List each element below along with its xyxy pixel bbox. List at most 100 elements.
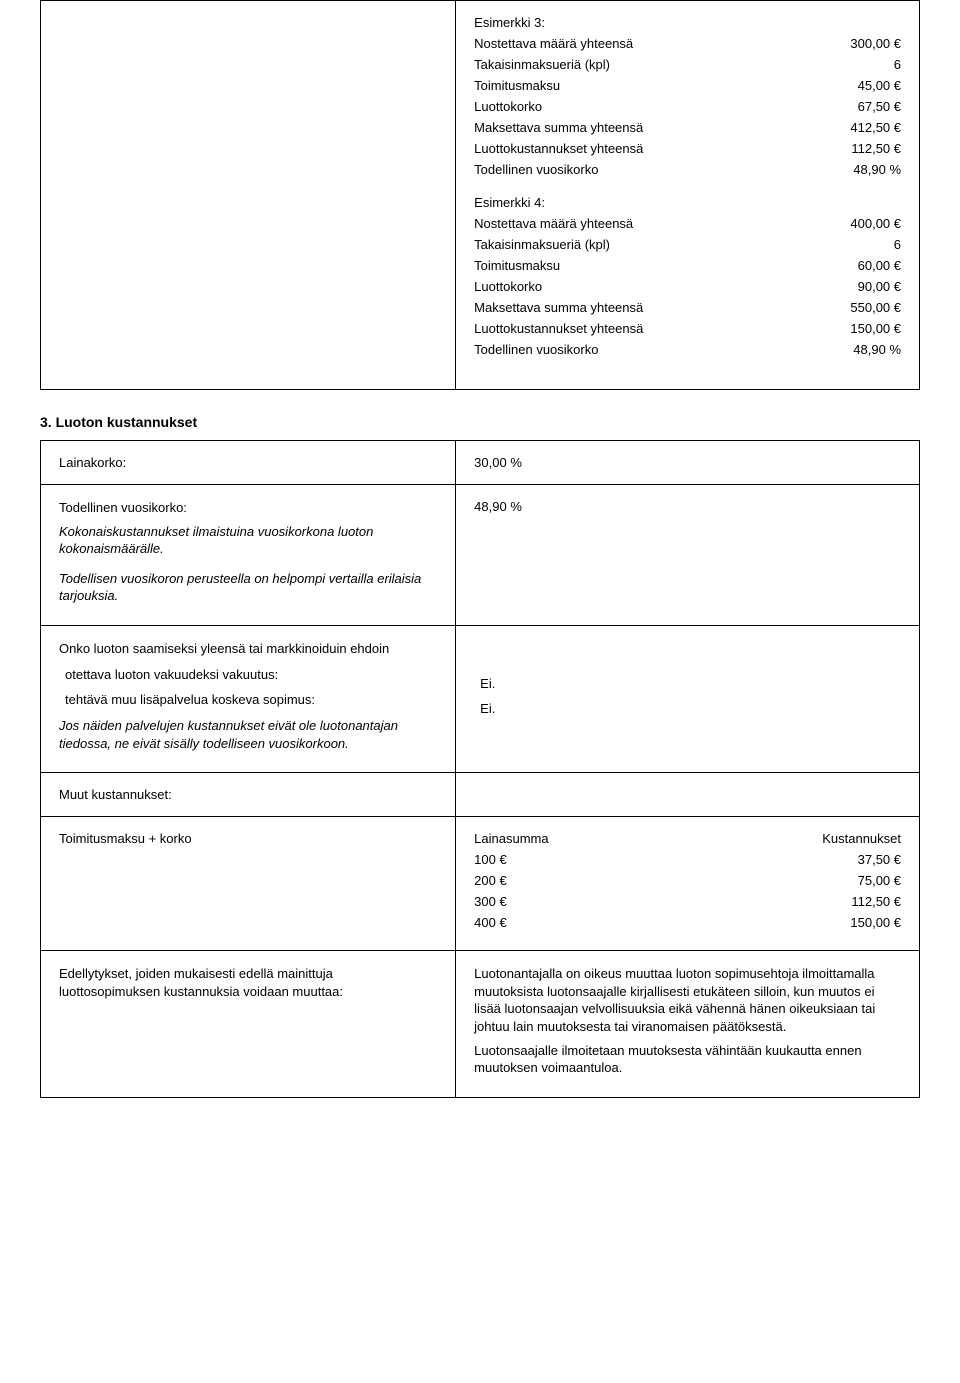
section-3-heading: 3. Luoton kustannukset <box>40 414 920 430</box>
ehdot-item-2: tehtävä muu lisäpalvelua koskeva sopimus… <box>65 692 437 707</box>
kv-label: Todellinen vuosikorko <box>474 342 853 357</box>
kv-label: Takaisinmaksueriä (kpl) <box>474 57 894 72</box>
kv-row: Takaisinmaksueriä (kpl)6 <box>474 237 901 252</box>
tvk-desc-2: Todellisen vuosikoron perusteella on hel… <box>59 570 437 605</box>
cell-ehdot-right: Ei. Ei. <box>456 625 920 773</box>
cell-tvk-left: Todellinen vuosikorko: Kokonaiskustannuk… <box>41 485 456 626</box>
cost-a: 300 € <box>474 894 681 915</box>
kv-row: Maksettava summa yhteensä550,00 € <box>474 300 901 315</box>
cell-toimitus-right: Lainasumma Kustannukset 100 €37,50 € 200… <box>456 817 920 951</box>
row-todellinen-vuosikorko: Todellinen vuosikorko: Kokonaiskustannuk… <box>41 485 920 626</box>
cell-muut-right <box>456 773 920 817</box>
kv-value: 45,00 € <box>858 78 901 93</box>
ehdot-sublist: otettava luoton vakuudeksi vakuutus: teh… <box>65 667 437 707</box>
edellytykset-p2: Luotonsaajalle ilmoitetaan muutoksesta v… <box>474 1042 901 1077</box>
cell-tvk-right: 48,90 % <box>456 485 920 626</box>
lainakorko-value: 30,00 % <box>474 455 522 470</box>
ehdot-note: Jos näiden palvelujen kustannukset eivät… <box>59 717 437 752</box>
kv-value: 412,50 € <box>850 120 901 135</box>
cost-head-1: Lainasumma <box>474 831 681 852</box>
example-3-title: Esimerkki 3: <box>474 15 901 30</box>
muut-label: Muut kustannukset: <box>59 787 172 802</box>
cell-edellytykset-right: Luotonantajalla on oikeus muuttaa luoton… <box>456 951 920 1097</box>
kv-value: 150,00 € <box>850 321 901 336</box>
kv-label: Nostettava määrä yhteensä <box>474 36 850 51</box>
cell-muut-left: Muut kustannukset: <box>41 773 456 817</box>
kv-value: 300,00 € <box>850 36 901 51</box>
kv-label: Todellinen vuosikorko <box>474 162 853 177</box>
kv-value: 6 <box>894 237 901 252</box>
kv-row: Luottokustannukset yhteensä150,00 € <box>474 321 901 336</box>
cell-toimitus-left: Toimitusmaksu + korko <box>41 817 456 951</box>
cell-ehdot-left: Onko luoton saamiseksi yleensä tai markk… <box>41 625 456 773</box>
examples-table: Esimerkki 3: Nostettava määrä yhteensä30… <box>40 0 920 390</box>
cost-header-row: Lainasumma Kustannukset <box>474 831 901 852</box>
cell-edellytykset-left: Edellytykset, joiden mukaisesti edellä m… <box>41 951 456 1097</box>
kv-row: Luottokorko67,50 € <box>474 99 901 114</box>
cost-b: 37,50 € <box>682 852 901 873</box>
kv-row: Takaisinmaksueriä (kpl)6 <box>474 57 901 72</box>
cost-head-2: Kustannukset <box>682 831 901 852</box>
example-4-title: Esimerkki 4: <box>474 195 901 210</box>
cost-b: 150,00 € <box>682 915 901 936</box>
cell-lainakorko-value: 30,00 % <box>456 441 920 485</box>
kv-row: Nostettava määrä yhteensä400,00 € <box>474 216 901 231</box>
cost-a: 400 € <box>474 915 681 936</box>
kv-label: Luottokorko <box>474 99 857 114</box>
ehdot-answer-2: Ei. <box>480 701 901 716</box>
cost-row: 200 €75,00 € <box>474 873 901 894</box>
examples-right-cell: Esimerkki 3: Nostettava määrä yhteensä30… <box>456 1 920 390</box>
cost-a: 200 € <box>474 873 681 894</box>
cost-b: 112,50 € <box>682 894 901 915</box>
ehdot-item-1: otettava luoton vakuudeksi vakuutus: <box>65 667 437 682</box>
tvk-value: 48,90 % <box>474 499 522 514</box>
cost-row: 100 €37,50 € <box>474 852 901 873</box>
kv-value: 550,00 € <box>850 300 901 315</box>
kv-value: 112,50 € <box>851 141 901 156</box>
row-edellytykset: Edellytykset, joiden mukaisesti edellä m… <box>41 951 920 1097</box>
kv-value: 48,90 % <box>853 162 901 177</box>
kv-row: Toimitusmaksu60,00 € <box>474 258 901 273</box>
ehdot-answer-1: Ei. <box>480 676 901 691</box>
kv-value: 48,90 % <box>853 342 901 357</box>
lainakorko-label: Lainakorko: <box>59 455 126 470</box>
cost-a: 100 € <box>474 852 681 873</box>
kv-row: Todellinen vuosikorko48,90 % <box>474 342 901 357</box>
row-ehdot: Onko luoton saamiseksi yleensä tai markk… <box>41 625 920 773</box>
kv-label: Maksettava summa yhteensä <box>474 120 850 135</box>
kv-label: Luottokustannukset yhteensä <box>474 141 851 156</box>
kv-row: Luottokorko90,00 € <box>474 279 901 294</box>
cost-table: Lainasumma Kustannukset 100 €37,50 € 200… <box>474 831 901 936</box>
kv-row: Nostettava määrä yhteensä300,00 € <box>474 36 901 51</box>
kv-label: Maksettava summa yhteensä <box>474 300 850 315</box>
kv-row: Todellinen vuosikorko48,90 % <box>474 162 901 177</box>
edellytykset-p1: Luotonantajalla on oikeus muuttaa luoton… <box>474 965 901 1035</box>
row-toimitusmaksu-korko: Toimitusmaksu + korko Lainasumma Kustann… <box>41 817 920 951</box>
cost-row: 300 €112,50 € <box>474 894 901 915</box>
kv-label: Toimitusmaksu <box>474 258 857 273</box>
kv-value: 6 <box>894 57 901 72</box>
examples-left-empty <box>41 1 456 390</box>
tvk-title: Todellinen vuosikorko: <box>59 499 437 517</box>
kv-label: Nostettava määrä yhteensä <box>474 216 850 231</box>
kv-label: Luottokorko <box>474 279 857 294</box>
edellytykset-label: Edellytykset, joiden mukaisesti edellä m… <box>59 965 437 1000</box>
kv-row: Maksettava summa yhteensä412,50 € <box>474 120 901 135</box>
kv-value: 400,00 € <box>850 216 901 231</box>
kv-label: Toimitusmaksu <box>474 78 857 93</box>
example-4-block: Esimerkki 4: Nostettava määrä yhteensä40… <box>474 195 901 357</box>
page: Esimerkki 3: Nostettava määrä yhteensä30… <box>0 0 960 1138</box>
kv-value: 90,00 € <box>858 279 901 294</box>
kv-row: Toimitusmaksu45,00 € <box>474 78 901 93</box>
kv-row: Luottokustannukset yhteensä112,50 € <box>474 141 901 156</box>
cost-b: 75,00 € <box>682 873 901 894</box>
ehdot-intro: Onko luoton saamiseksi yleensä tai markk… <box>59 640 437 658</box>
kv-label: Luottokustannukset yhteensä <box>474 321 850 336</box>
row-muut-kustannukset: Muut kustannukset: <box>41 773 920 817</box>
kv-label: Takaisinmaksueriä (kpl) <box>474 237 894 252</box>
examples-row: Esimerkki 3: Nostettava määrä yhteensä30… <box>41 1 920 390</box>
tvk-desc-1: Kokonaiskustannukset ilmaistuina vuosiko… <box>59 523 437 558</box>
toimitus-label: Toimitusmaksu + korko <box>59 831 192 846</box>
cell-lainakorko-label: Lainakorko: <box>41 441 456 485</box>
kv-value: 60,00 € <box>858 258 901 273</box>
